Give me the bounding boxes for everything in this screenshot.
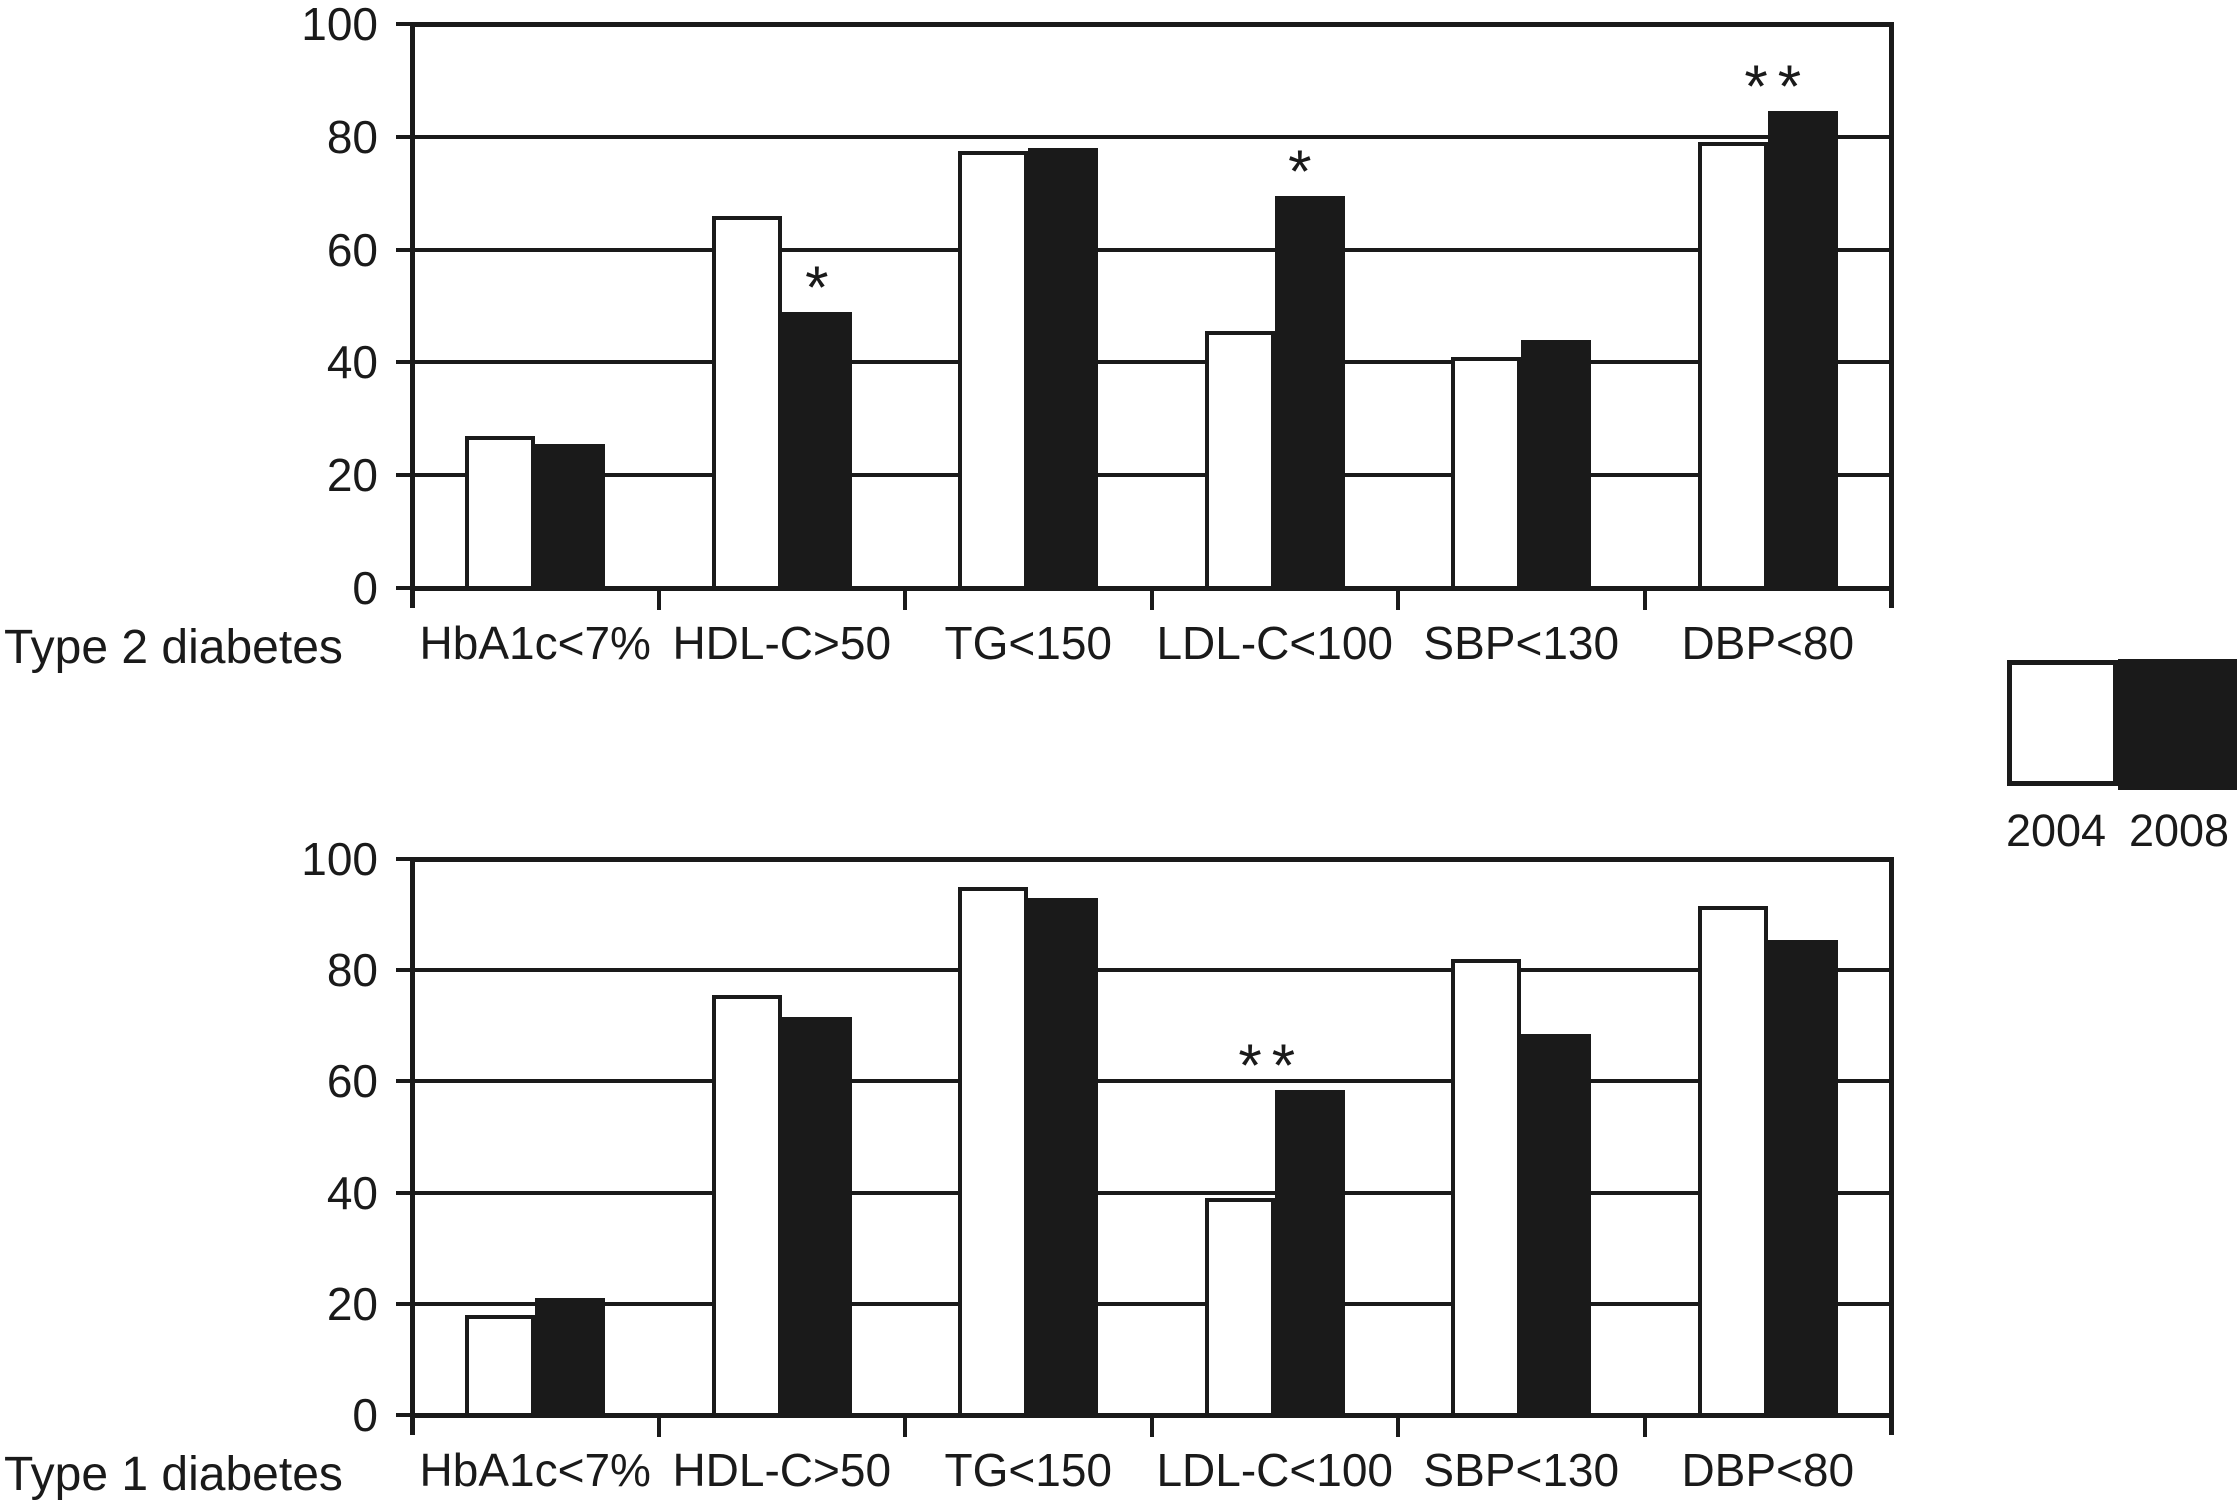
bar-2008-tg-150 — [1028, 897, 1099, 1417]
x-label-tg-150: TG<150 — [944, 617, 1113, 669]
x-label-hba1c-7: HbA1c<7% — [419, 617, 651, 669]
y-tick-label-80: 80 — [326, 944, 378, 997]
legend-label-2004: 2004 — [2005, 805, 2107, 856]
bar-2004-hdl-c-50 — [711, 995, 782, 1417]
x-label-tg-150: TG<150 — [944, 1444, 1113, 1496]
y-tick-label-20: 20 — [326, 449, 378, 502]
y-axis-tick-60 — [396, 1079, 412, 1084]
x-label-dbp-80: DBP<80 — [1681, 1444, 1855, 1496]
legend-swatch-2008 — [2118, 659, 2237, 790]
y-tick-label-100: 100 — [301, 0, 378, 50]
gridline-20 — [412, 473, 1891, 478]
gridline-80 — [412, 134, 1891, 139]
significance-marker-hdl-c-50: * — [805, 253, 829, 321]
y-axis-tick-0 — [396, 1413, 412, 1417]
y-axis-tick-80 — [396, 968, 412, 973]
y-tick-label-60: 60 — [326, 223, 378, 276]
bar-2004-dbp-80 — [1697, 142, 1768, 590]
bar-2008-dbp-80 — [1767, 111, 1838, 590]
bar-2008-ldl-c-100 — [1274, 1089, 1345, 1417]
bar-2004-dbp-80 — [1697, 906, 1768, 1417]
x-label-dbp-80: DBP<80 — [1681, 617, 1855, 669]
x-axis-tick-2 — [903, 1415, 907, 1437]
bar-2008-hba1c-7 — [535, 1298, 606, 1417]
y-tick-label-40: 40 — [326, 1166, 378, 1219]
bar-2008-hdl-c-50 — [781, 311, 852, 590]
bar-2004-ldl-c-100 — [1204, 1198, 1275, 1417]
bar-2008-tg-150 — [1028, 148, 1099, 590]
bar-2008-sbp-130 — [1521, 339, 1592, 590]
gridline-40 — [412, 360, 1891, 365]
y-tick-label-100: 100 — [301, 833, 378, 885]
chart-title-type-2: Type 2 diabetes — [4, 621, 343, 674]
gridline-40 — [412, 1190, 1891, 1195]
gridline-60 — [412, 1079, 1891, 1084]
x-label-hdl-c-50: HDL-C>50 — [672, 1444, 892, 1496]
x-axis-tick-5 — [1642, 1415, 1647, 1437]
plot-top-border — [410, 857, 1894, 862]
y-tick-label-40: 40 — [326, 336, 378, 389]
x-axis-tick-3 — [1149, 1415, 1154, 1437]
bar-2008-ldl-c-100 — [1274, 196, 1345, 590]
significance-marker-ldl-c-100: ** — [1238, 1031, 1306, 1099]
legend-label-2008: 2008 — [2128, 805, 2230, 856]
legend-swatch-2004 — [2007, 660, 2118, 786]
y-axis-tick-80 — [396, 134, 412, 139]
bar-2004-hba1c-7 — [465, 435, 536, 590]
bar-2008-hdl-c-50 — [781, 1017, 852, 1417]
bar-2004-ldl-c-100 — [1204, 331, 1275, 590]
x-axis-tick-1 — [656, 588, 661, 610]
y-axis-line — [410, 22, 415, 608]
gridline-80 — [412, 968, 1891, 973]
chart-type-1-diabetes: Type 1 diabetes 0 20 40 60 80 100 HbA1c<7% HDL-… — [0, 754, 2237, 1508]
bar-2008-dbp-80 — [1767, 939, 1838, 1417]
x-axis-tick-5 — [1642, 588, 1647, 610]
plot-right-border — [1889, 22, 1894, 608]
bar-2004-sbp-130 — [1451, 959, 1522, 1417]
bar-2004-tg-150 — [958, 150, 1029, 590]
bar-2004-hdl-c-50 — [711, 215, 782, 590]
gridline-60 — [412, 247, 1891, 252]
significance-marker-ldl-c-100: * — [1288, 138, 1312, 206]
y-axis-tick-20 — [396, 473, 412, 478]
x-label-ldl-c-100: LDL-C<100 — [1156, 617, 1394, 669]
y-axis-tick-100 — [396, 22, 412, 26]
y-axis-tick-60 — [396, 247, 412, 252]
plot-right-border — [1889, 857, 1894, 1435]
y-axis-tick-40 — [396, 360, 412, 365]
y-tick-label-20: 20 — [326, 1277, 378, 1330]
y-axis-tick-0 — [396, 586, 412, 590]
significance-marker-dbp-80: ** — [1744, 53, 1812, 121]
chart-type-2-diabetes: Type 2 diabetes 0 20 40 60 80 100 HbA1c<7% HDL-… — [4, 0, 1894, 674]
x-label-hba1c-7: HbA1c<7% — [419, 1444, 651, 1496]
x-axis-tick-3 — [1149, 588, 1154, 610]
chart-title-type-1: Type 1 diabetes — [4, 1448, 343, 1501]
x-label-sbp-130: SBP<130 — [1423, 1444, 1620, 1496]
x-label-hdl-c-50: HDL-C>50 — [672, 617, 892, 669]
y-axis-tick-100 — [396, 857, 412, 861]
bar-2008-sbp-130 — [1521, 1034, 1592, 1417]
y-tick-label-0: 0 — [352, 562, 378, 614]
y-tick-label-0: 0 — [352, 1389, 378, 1441]
bar-2008-hba1c-7 — [535, 444, 606, 590]
plot-top-border — [410, 22, 1894, 27]
y-tick-label-60: 60 — [326, 1055, 378, 1108]
x-label-sbp-130: SBP<130 — [1423, 617, 1620, 669]
bar-2004-tg-150 — [958, 886, 1029, 1417]
gridline-20 — [412, 1301, 1891, 1306]
x-label-ldl-c-100: LDL-C<100 — [1156, 1444, 1394, 1496]
y-axis-tick-20 — [396, 1301, 412, 1306]
y-axis-tick-40 — [396, 1190, 412, 1195]
x-axis-tick-4 — [1396, 588, 1400, 610]
x-axis-tick-1 — [656, 1415, 661, 1437]
bar-2004-sbp-130 — [1451, 356, 1522, 590]
y-tick-label-80: 80 — [326, 110, 378, 163]
y-axis-line — [410, 857, 415, 1435]
bar-2004-hba1c-7 — [465, 1314, 536, 1417]
x-axis-tick-2 — [903, 588, 907, 610]
x-axis-tick-4 — [1396, 1415, 1400, 1437]
